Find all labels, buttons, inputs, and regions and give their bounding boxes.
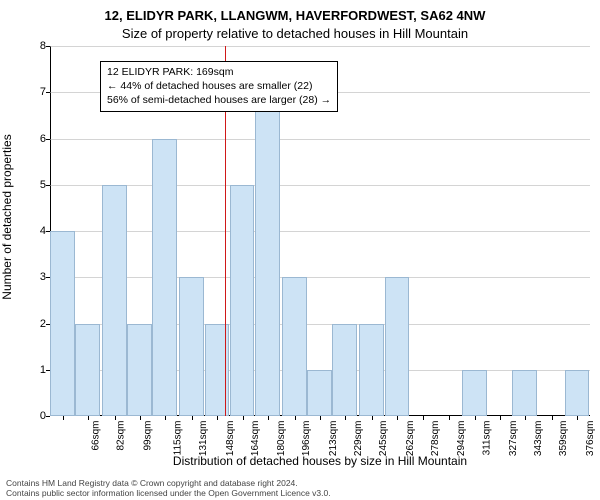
x-tick-label: 131sqm (198, 421, 209, 457)
histogram-bar (282, 277, 307, 416)
x-tick-mark (140, 416, 141, 420)
y-tick-label: 7 (26, 86, 46, 98)
histogram-bar (385, 277, 410, 416)
grid-line (50, 139, 590, 140)
x-tick-label: 343sqm (533, 421, 544, 457)
x-tick-label: 245sqm (378, 421, 389, 457)
x-tick-mark (320, 416, 321, 420)
histogram-bar (565, 370, 590, 416)
x-tick-mark (115, 416, 116, 420)
x-tick-mark (552, 416, 553, 420)
x-tick-mark (500, 416, 501, 420)
histogram-bar (332, 324, 357, 417)
x-tick-mark (165, 416, 166, 420)
histogram-bar (102, 185, 127, 416)
x-tick-label: 66sqm (90, 421, 101, 451)
histogram-bar (307, 370, 332, 416)
chart-container: 12, ELIDYR PARK, LLANGWM, HAVERFORDWEST,… (0, 0, 600, 500)
x-tick-label: 115sqm (172, 421, 183, 456)
y-tick-mark (46, 92, 50, 93)
histogram-bar (179, 277, 204, 416)
info-box-line: ← 44% of detached houses are smaller (22… (107, 79, 331, 93)
x-tick-mark (397, 416, 398, 420)
grid-line (50, 231, 590, 232)
chart-title-address: 12, ELIDYR PARK, LLANGWM, HAVERFORDWEST,… (0, 8, 590, 23)
y-tick-mark (46, 416, 50, 417)
x-tick-label: 327sqm (508, 421, 519, 457)
y-tick-label: 8 (26, 40, 46, 52)
histogram-bar (230, 185, 255, 416)
x-tick-mark (295, 416, 296, 420)
x-tick-mark (475, 416, 476, 420)
histogram-bar (462, 370, 487, 416)
x-tick-label: 99sqm (142, 421, 153, 451)
x-tick-mark (449, 416, 450, 420)
x-tick-mark (577, 416, 578, 420)
info-box: 12 ELIDYR PARK: 169sqm← 44% of detached … (100, 61, 338, 112)
x-tick-label: 278sqm (430, 421, 441, 457)
x-tick-label: 213sqm (328, 421, 339, 457)
y-tick-mark (46, 185, 50, 186)
grid-line (50, 185, 590, 186)
footer-line2: Contains public sector information licen… (6, 488, 594, 498)
plot-area: 01234567866sqm82sqm99sqm115sqm131sqm148s… (50, 46, 590, 416)
x-tick-mark (372, 416, 373, 420)
histogram-bar (50, 231, 75, 416)
chart-title-desc: Size of property relative to detached ho… (0, 26, 590, 41)
info-box-line: 56% of semi-detached houses are larger (… (107, 93, 331, 107)
grid-line (50, 46, 590, 47)
x-tick-mark (192, 416, 193, 420)
x-tick-label: 229sqm (353, 421, 364, 457)
footer-attribution: Contains HM Land Registry data © Crown c… (6, 478, 594, 498)
x-tick-label: 148sqm (225, 421, 236, 457)
x-tick-label: 180sqm (276, 421, 287, 457)
x-tick-mark (525, 416, 526, 420)
y-axis-label: Number of detached properties (0, 87, 14, 347)
x-tick-label: 376sqm (585, 421, 596, 457)
x-tick-mark (268, 416, 269, 420)
y-tick-label: 2 (26, 318, 46, 330)
x-tick-label: 196sqm (301, 421, 312, 457)
x-tick-label: 164sqm (250, 421, 261, 457)
y-tick-label: 5 (26, 179, 46, 191)
x-tick-label: 82sqm (115, 421, 126, 451)
histogram-bar (255, 92, 280, 416)
histogram-bar (152, 139, 177, 417)
histogram-bar (75, 324, 100, 417)
x-tick-label: 294sqm (456, 421, 467, 457)
x-tick-mark (345, 416, 346, 420)
y-tick-label: 4 (26, 225, 46, 237)
x-tick-mark (423, 416, 424, 420)
y-tick-label: 6 (26, 133, 46, 145)
y-tick-mark (46, 139, 50, 140)
y-tick-label: 0 (26, 410, 46, 422)
info-box-line: 12 ELIDYR PARK: 169sqm (107, 65, 331, 79)
x-tick-mark (63, 416, 64, 420)
footer-line1: Contains HM Land Registry data © Crown c… (6, 478, 594, 488)
x-axis-label: Distribution of detached houses by size … (50, 454, 590, 468)
x-tick-label: 359sqm (558, 421, 569, 457)
x-tick-mark (217, 416, 218, 420)
y-tick-label: 1 (26, 364, 46, 376)
x-tick-mark (243, 416, 244, 420)
x-tick-mark (88, 416, 89, 420)
grid-line (50, 277, 590, 278)
histogram-bar (512, 370, 537, 416)
y-tick-mark (46, 46, 50, 47)
y-tick-label: 3 (26, 271, 46, 283)
histogram-bar (359, 324, 384, 417)
histogram-bar (127, 324, 152, 417)
x-tick-label: 311sqm (482, 421, 493, 456)
x-tick-label: 262sqm (405, 421, 416, 457)
